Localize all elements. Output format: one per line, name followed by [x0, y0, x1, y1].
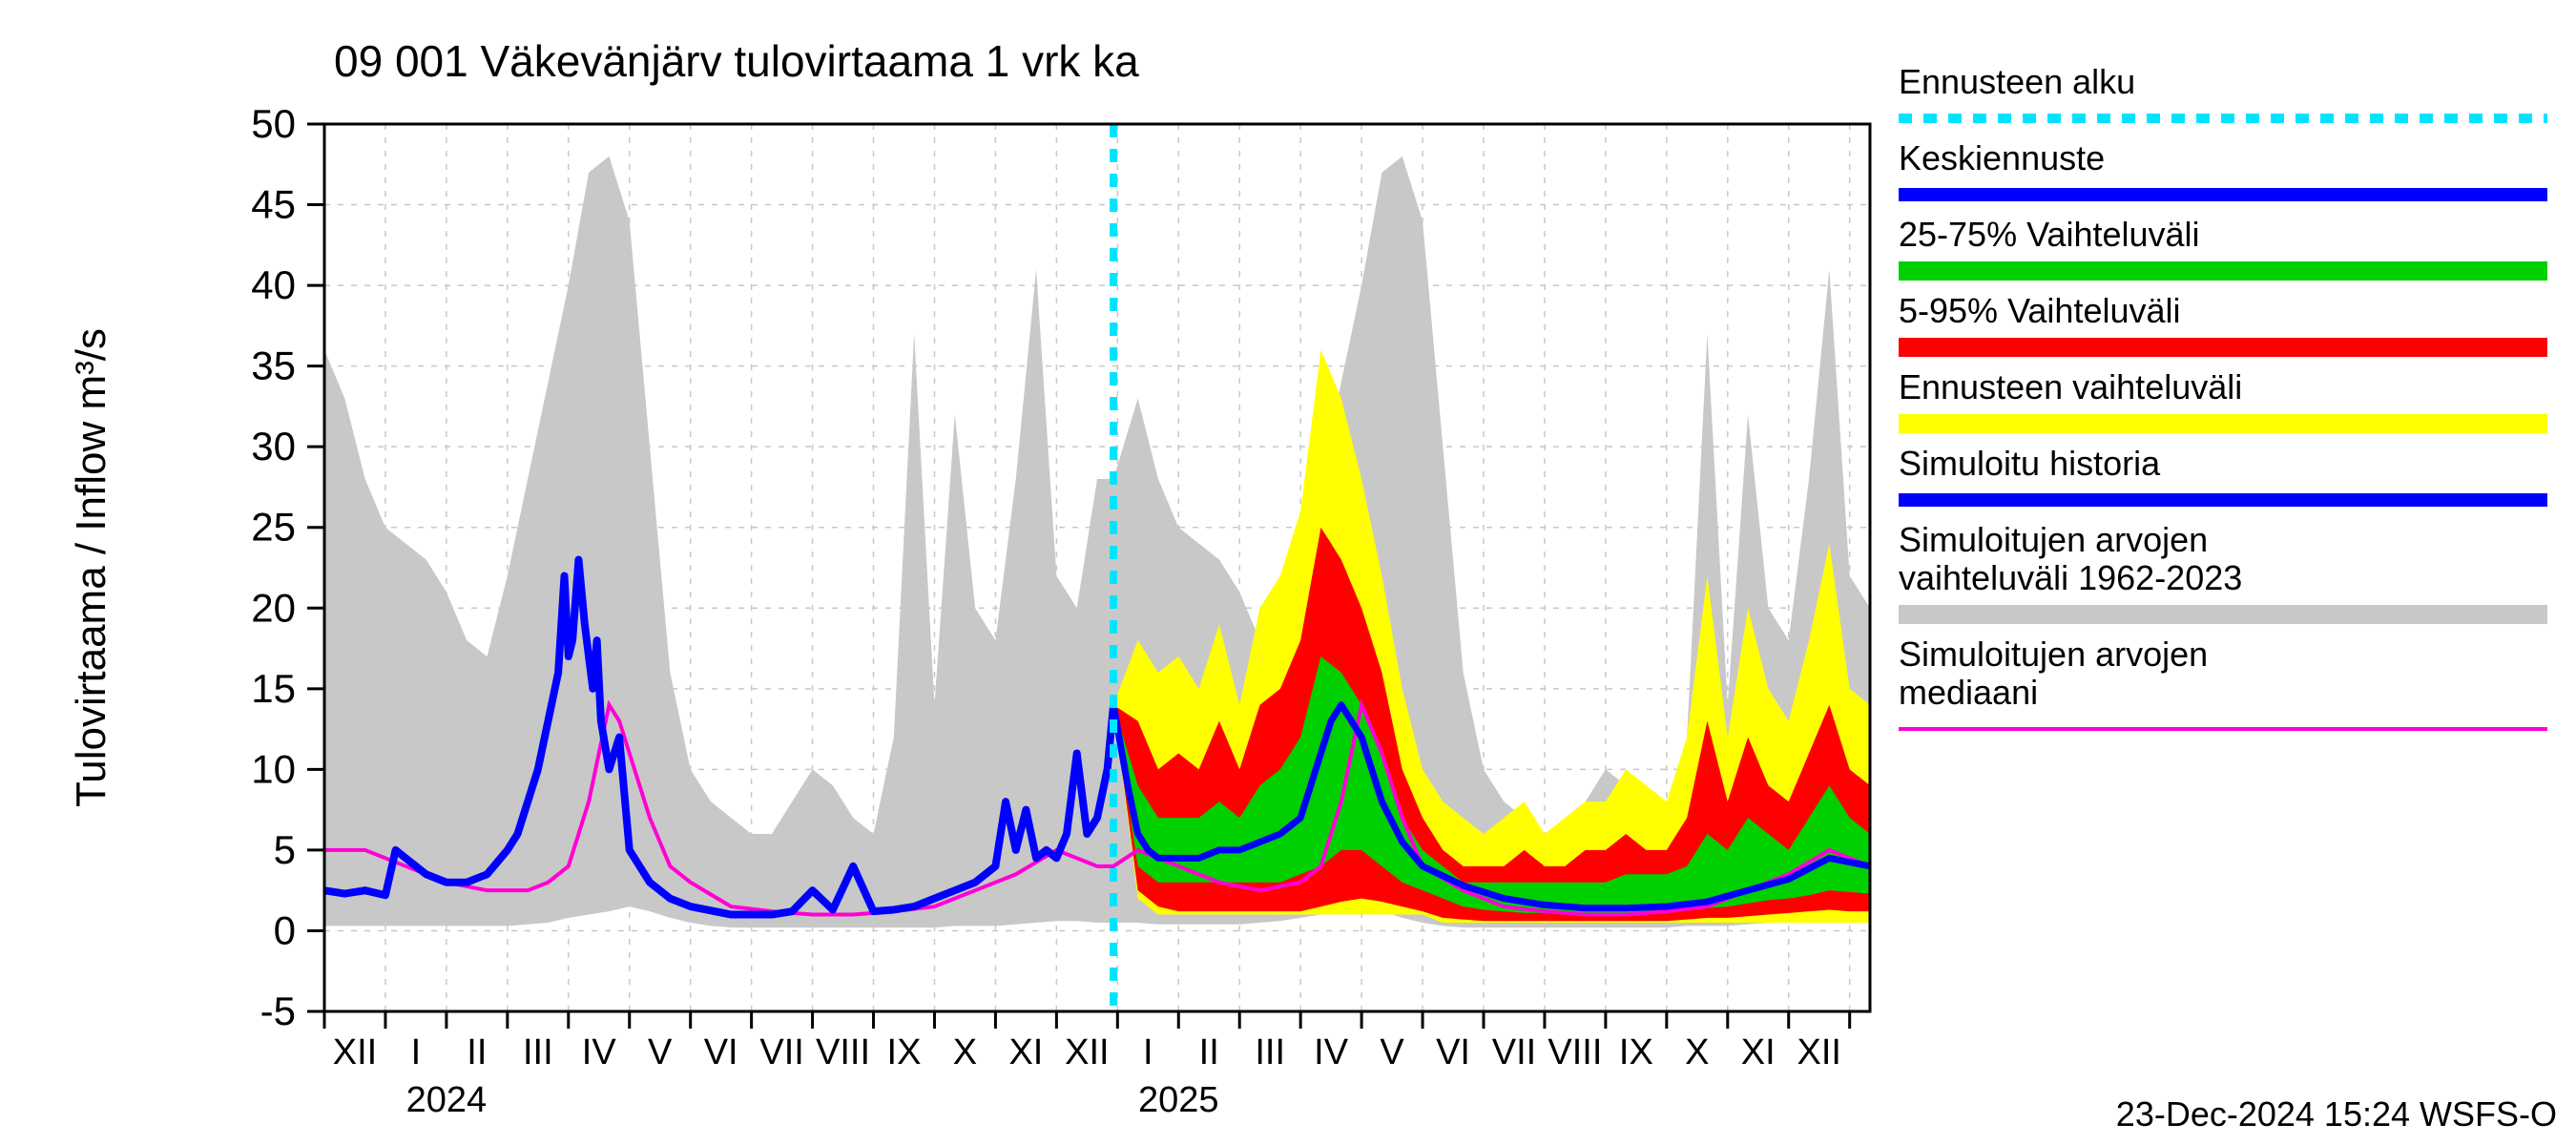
x-month-label: VI — [1436, 1032, 1470, 1072]
y-tick-label: 35 — [251, 344, 296, 388]
x-month-label: IX — [1619, 1032, 1653, 1072]
x-month-label: I — [1143, 1032, 1153, 1072]
x-month-label: III — [1255, 1032, 1285, 1072]
chart-svg: -505101520253035404550XIIIIIIIIIVVVIVIIV… — [0, 0, 2576, 1145]
y-tick-label: 25 — [251, 505, 296, 550]
inflow-forecast-chart: -505101520253035404550XIIIIIIIIIVVVIVIIV… — [0, 0, 2576, 1145]
x-month-label: XI — [1008, 1032, 1043, 1072]
x-year-label: 2024 — [406, 1080, 488, 1120]
y-tick-label: 15 — [251, 666, 296, 711]
legend-swatch — [1899, 414, 2547, 433]
y-tick-label: 10 — [251, 746, 296, 791]
x-month-label: XII — [333, 1032, 377, 1072]
legend-swatch — [1899, 261, 2547, 281]
x-month-label: XI — [1741, 1032, 1776, 1072]
legend-label: 25-75% Vaihteluväli — [1899, 215, 2200, 254]
legend-label: Simuloitujen arvojen — [1899, 635, 2208, 674]
chart-title: 09 001 Väkevänjärv tulovirtaama 1 vrk ka — [334, 36, 1139, 86]
legend-label: Keskiennuste — [1899, 138, 2105, 177]
legend-label: Ennusteen vaihteluväli — [1899, 367, 2242, 406]
y-tick-label: 45 — [251, 182, 296, 227]
x-month-label: VII — [1492, 1032, 1536, 1072]
x-month-label: VI — [704, 1032, 738, 1072]
x-month-label: IV — [582, 1032, 617, 1072]
x-month-label: VIII — [816, 1032, 870, 1072]
x-month-label: X — [1685, 1032, 1709, 1072]
x-month-label: V — [648, 1032, 673, 1072]
y-tick-label: 40 — [251, 262, 296, 307]
legend-label: Ennusteen alku — [1899, 62, 2135, 101]
x-month-label: IV — [1314, 1032, 1349, 1072]
y-tick-label: 30 — [251, 424, 296, 468]
x-month-label: II — [1199, 1032, 1219, 1072]
legend-swatch — [1899, 338, 2547, 357]
x-year-label: 2025 — [1138, 1080, 1219, 1120]
y-tick-label: 50 — [251, 101, 296, 146]
x-month-label: I — [411, 1032, 422, 1072]
x-month-label: V — [1380, 1032, 1404, 1072]
y-axis-label: Tulovirtaama / Inflow m³/s — [68, 328, 114, 807]
legend-label: mediaani — [1899, 673, 2038, 712]
y-tick-label: 5 — [274, 827, 296, 872]
legend-label: Simuloitujen arvojen — [1899, 520, 2208, 559]
y-tick-label: 0 — [274, 907, 296, 952]
legend-label: vaihteluväli 1962-2023 — [1899, 558, 2242, 597]
legend-swatch — [1899, 605, 2547, 624]
x-month-label: IX — [887, 1032, 922, 1072]
chart-footer: 23-Dec-2024 15:24 WSFS-O — [2116, 1094, 2557, 1134]
x-month-label: II — [467, 1032, 487, 1072]
x-month-label: III — [523, 1032, 553, 1072]
legend-label: 5-95% Vaihteluväli — [1899, 291, 2181, 330]
x-month-label: X — [953, 1032, 977, 1072]
y-tick-label: 20 — [251, 585, 296, 630]
x-month-label: VII — [759, 1032, 803, 1072]
legend-label: Simuloitu historia — [1899, 444, 2161, 483]
x-month-label: XII — [1797, 1032, 1840, 1072]
y-tick-label: -5 — [260, 989, 296, 1033]
x-month-label: VIII — [1548, 1032, 1602, 1072]
x-month-label: XII — [1065, 1032, 1109, 1072]
